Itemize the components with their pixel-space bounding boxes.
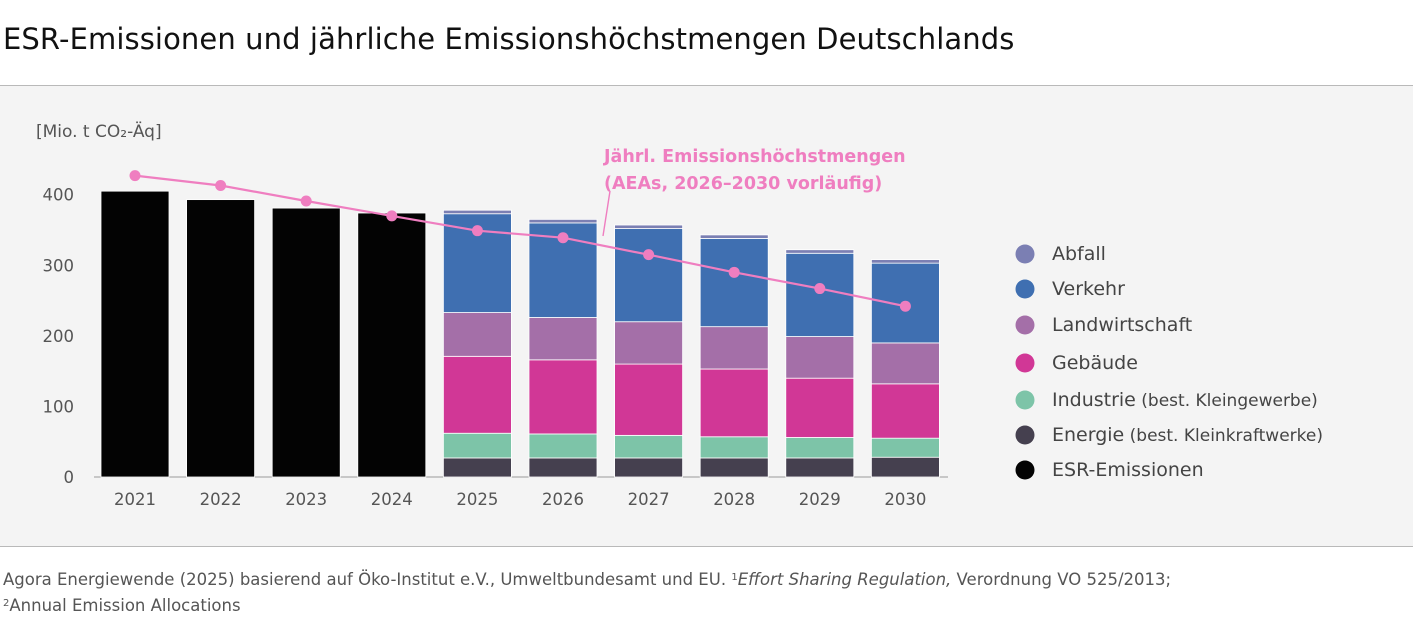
x-tick-label: 2028	[713, 490, 755, 509]
bar-segment-energie-2025	[442, 457, 512, 478]
legend-label: ESR-Emissionen	[1052, 459, 1204, 481]
emission-allocation-line: Jährl. Emissionshöchstmengen (AEAs, 2026–…	[129, 147, 911, 312]
aea-point	[557, 232, 569, 244]
y-tick-label: 400	[43, 186, 75, 205]
source-note: Agora Energiewende (2025) basierend auf …	[3, 566, 1408, 618]
bar-segment-esr-emissionen-2024	[357, 212, 427, 478]
legend-swatch	[1015, 279, 1035, 299]
y-tick-label: 100	[43, 397, 75, 416]
y-tick-label: 300	[43, 256, 75, 275]
aea-point	[814, 283, 826, 295]
legend-label: Verkehr	[1052, 278, 1125, 300]
x-tick-label: 2025	[456, 490, 498, 509]
legend-label: Energie (best. Kleinkraftwerke)	[1052, 424, 1323, 446]
x-tick-label: 2026	[542, 490, 584, 509]
bar-segment-industrie-2027	[614, 434, 683, 459]
x-axis: 2021 2022 2023 2024 2025 2026 2027 2028 2029 2030	[114, 490, 926, 509]
bar-segment-landwirtschaft-2030	[871, 342, 940, 385]
bar-segment-energie-2026	[528, 457, 598, 478]
legend-label: Landwirtschaft	[1052, 314, 1192, 336]
x-tick-label: 2024	[371, 490, 413, 509]
aea-point	[643, 249, 655, 261]
bars	[100, 190, 940, 478]
legend-note: (best. Kleinkraftwerke)	[1124, 426, 1323, 446]
bar-segment-gebäude-2029	[785, 377, 855, 438]
bar-segment-industrie-2029	[785, 437, 855, 459]
bar-segment-gebäude-2030	[871, 383, 940, 439]
x-tick-label: 2029	[799, 490, 841, 509]
legend-label: Industrie (best. Kleingewerbe)	[1052, 389, 1318, 411]
bar-segment-industrie-2025	[442, 432, 512, 459]
bar-segment-abfall-2026	[528, 218, 598, 224]
chart-title: ESR-Emissionen und jährliche Emissionshö…	[3, 22, 1015, 56]
bar-segment-esr-emissionen-2021	[100, 190, 170, 478]
aea-point	[386, 210, 398, 222]
footnote-marker-2: 2	[3, 598, 10, 609]
bar-segment-industrie-2028	[699, 436, 769, 459]
y-tick-label: 200	[43, 327, 75, 346]
aea-line	[134, 174, 906, 308]
x-tick-label: 2023	[285, 490, 327, 509]
y-tick-label: 0	[64, 468, 75, 487]
source-text-3: Annual Emission Allocations	[9, 596, 241, 615]
aea-label-line: Jährl. Emissionshöchstmengen	[603, 147, 906, 167]
bar-segment-gebäude-2026	[528, 359, 598, 435]
bar-segment-gebäude-2027	[614, 363, 683, 436]
legend-label: Gebäude	[1052, 352, 1138, 374]
bar-segment-esr-emissionen-2022	[186, 199, 256, 478]
x-tick-label: 2030	[884, 490, 926, 509]
legend-note: (best. Kleingewerbe)	[1136, 391, 1318, 411]
bar-segment-landwirtschaft-2029	[785, 336, 855, 379]
x-tick-label: 2021	[114, 490, 156, 509]
bar-segment-abfall-2027	[614, 224, 683, 229]
bar-segment-abfall-2025	[442, 209, 512, 215]
aea-point	[899, 300, 911, 312]
legend-swatch	[1015, 390, 1035, 410]
x-tick-label: 2027	[628, 490, 670, 509]
aea-label-line: (AEAs, 2026–2030 vorläufig)	[604, 174, 882, 194]
y-axis-label: [Mio. t CO₂-Äq]	[36, 121, 162, 142]
aea-point	[129, 170, 141, 182]
bar-segment-gebäude-2028	[699, 368, 769, 438]
bar-segment-energie-2028	[699, 457, 769, 478]
source-italic: Effort Sharing Regulation,	[737, 570, 952, 589]
x-tick-label: 2022	[200, 490, 242, 509]
bar-segment-energie-2030	[871, 456, 940, 478]
bar-segment-verkehr-2027	[614, 228, 683, 323]
bar-segment-energie-2027	[614, 457, 683, 478]
bar-segment-abfall-2028	[699, 234, 769, 239]
legend-swatch	[1015, 425, 1035, 445]
bar-segment-industrie-2030	[871, 437, 940, 458]
bar-segment-esr-emissionen-2023	[271, 207, 341, 478]
legend-swatch	[1015, 460, 1035, 480]
legend-swatch	[1015, 353, 1035, 373]
aea-label-leader	[602, 190, 611, 237]
bar-segment-landwirtschaft-2026	[528, 317, 598, 361]
aea-point	[300, 195, 312, 207]
legend-swatch	[1015, 315, 1035, 335]
legend: Abfall Verkehr Landwirtschaft Gebäude Indust…	[1015, 243, 1323, 481]
bar-segment-energie-2029	[785, 457, 855, 478]
bar-segment-industrie-2026	[528, 433, 598, 459]
bar-segment-landwirtschaft-2025	[442, 312, 512, 357]
bar-segment-verkehr-2029	[785, 252, 855, 337]
aea-point	[215, 180, 227, 192]
source-text: Agora Energiewende (2025) basierend auf …	[3, 570, 732, 589]
footnote-marker-1: 1	[731, 572, 738, 583]
legend-swatch	[1015, 244, 1035, 264]
legend-label: Abfall	[1052, 243, 1106, 265]
bar-segment-landwirtschaft-2027	[614, 321, 683, 365]
bar-segment-abfall-2029	[785, 249, 855, 254]
bar-segment-abfall-2030	[871, 259, 940, 264]
aea-point	[728, 266, 740, 278]
chart-svg: [Mio. t CO₂-Äq] 0 100 200 300 400 Jährl. Emi…	[36, 121, 1323, 509]
source-text-2: Verordnung VO 525/2013;	[951, 570, 1172, 589]
aea-point	[471, 225, 483, 237]
chart-panel: [Mio. t CO₂-Äq] 0 100 200 300 400 Jährl. Emi…	[0, 85, 1413, 547]
bar-segment-landwirtschaft-2028	[699, 326, 769, 370]
bar-segment-gebäude-2025	[442, 355, 512, 434]
bar-segment-verkehr-2028	[699, 238, 769, 328]
